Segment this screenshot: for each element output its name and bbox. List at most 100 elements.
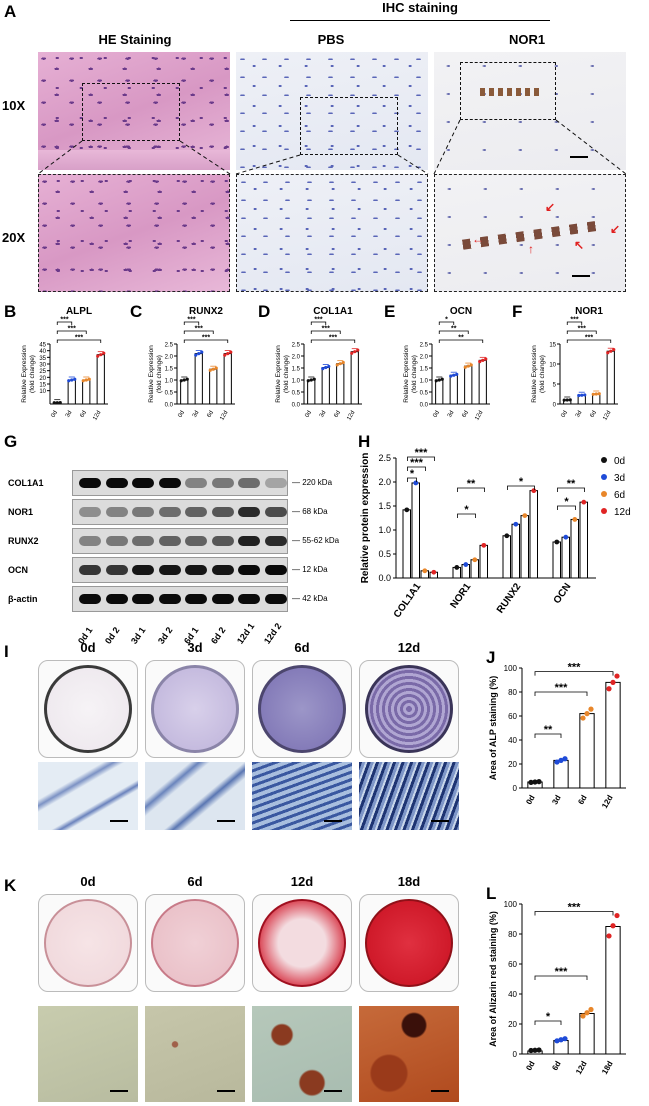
bar	[223, 353, 232, 405]
ars-micrograph	[145, 1006, 245, 1102]
y-tick-label: 80	[508, 688, 517, 697]
x-tick-label: 0d	[524, 1059, 537, 1072]
bar	[209, 368, 218, 405]
row-label-10x: 10X	[2, 98, 26, 113]
y-tick-label: 40	[39, 349, 46, 355]
panel-label-j: J	[486, 648, 496, 667]
blot-band	[158, 507, 181, 517]
y-tick-label: 15	[549, 343, 556, 349]
x-tick-label: 6d	[206, 410, 215, 419]
data-point	[197, 352, 201, 356]
significance-bracket	[457, 513, 476, 518]
bar	[411, 482, 420, 579]
ars-day-label: 6d	[187, 874, 203, 889]
scale-bar	[217, 1090, 235, 1092]
data-point	[73, 377, 77, 381]
scale-bar	[324, 1090, 342, 1092]
bar	[605, 926, 621, 1055]
ars-day-label: 18d	[397, 874, 421, 889]
data-point	[562, 398, 566, 402]
panel-label-c: C	[130, 302, 143, 321]
x-tick-label: 12d	[219, 410, 229, 422]
blot-band	[132, 565, 154, 575]
bar	[82, 379, 91, 405]
x-tick-label: 3d	[575, 410, 584, 419]
ars-day-label: 12d	[290, 874, 314, 889]
bar	[579, 1013, 595, 1055]
ars-well	[44, 899, 132, 987]
significance-label: *	[546, 1011, 551, 1023]
significance-label: *	[445, 317, 448, 324]
alizarin-area-chart: Area of Alizarin red staining (%) 0 20 40 60…	[488, 900, 626, 1076]
alp-area-chart: Area of ALP staining (%) 0 20 40 60 80 100 0d 3d…	[488, 662, 626, 810]
blot-row	[72, 499, 288, 525]
y-tick-label: 0	[513, 1050, 518, 1059]
panel-label-e: E	[384, 302, 396, 321]
blot-band	[158, 594, 181, 604]
data-point	[594, 392, 598, 396]
ars-micrograph	[38, 1006, 138, 1102]
significance-label: ***	[75, 335, 83, 342]
significance-bracket	[183, 339, 229, 343]
data-point	[606, 686, 612, 692]
x-tick-label: 6d	[589, 410, 598, 419]
data-point	[580, 1013, 586, 1019]
significance-label: ***	[60, 317, 68, 324]
data-point	[338, 362, 342, 366]
significance-label: ***	[568, 902, 582, 914]
data-point	[580, 715, 586, 721]
significance-label: *	[564, 496, 569, 508]
y-tick-label: 0.0	[292, 403, 301, 409]
data-point	[309, 378, 313, 382]
alp-day-label: 6d	[294, 640, 310, 655]
alp-well	[44, 665, 132, 753]
y-tick-label: 20	[39, 376, 46, 382]
blot-band	[185, 478, 207, 488]
chart-title: ALPL	[66, 306, 92, 317]
x-tick-label: 0d	[524, 793, 537, 806]
data-point	[454, 565, 460, 570]
alp-micrograph	[359, 762, 459, 830]
blot-protein-label: β-actin	[8, 594, 38, 604]
pbs-20x-image	[236, 174, 428, 292]
y-tick-label: 0	[553, 403, 557, 409]
data-point	[350, 351, 354, 355]
y-tick-label: 100	[504, 664, 518, 673]
blot-band	[264, 565, 287, 575]
data-point	[554, 539, 560, 545]
y-tick-label: 45	[39, 343, 46, 349]
blot-band	[264, 536, 287, 546]
bar	[479, 544, 488, 579]
ars-well	[365, 899, 453, 987]
data-point	[577, 393, 581, 398]
blot-band	[264, 507, 287, 517]
ihc-header-rule	[290, 20, 550, 21]
y-axis-label: Relative Expression	[403, 345, 410, 403]
x-tick-label: 3d	[447, 410, 456, 419]
y-tick-label: 2.5	[378, 453, 391, 463]
data-point	[102, 351, 106, 355]
bar	[307, 379, 316, 405]
significance-bracket	[310, 330, 341, 334]
significance-bracket	[534, 671, 614, 676]
panel-label-b: B	[4, 302, 17, 321]
significance-bracket	[438, 339, 484, 343]
data-point	[437, 378, 441, 382]
y-tick-label: 10	[39, 389, 46, 395]
blot-band	[185, 536, 207, 546]
data-point	[422, 568, 428, 574]
blot-band	[185, 565, 207, 575]
x-tick-label: 12d	[600, 793, 615, 810]
y-axis-label: Relative Expression	[21, 345, 28, 403]
blot-band	[185, 594, 207, 604]
y-tick-label: 5	[553, 383, 557, 389]
data-point	[562, 1036, 568, 1042]
bar	[470, 559, 479, 579]
ars-micrograph	[359, 1006, 459, 1102]
data-point	[597, 392, 601, 396]
significance-label: ***	[555, 682, 569, 694]
bar	[606, 350, 615, 405]
data-point	[452, 373, 456, 377]
y-tick-label: 0.5	[292, 391, 301, 397]
